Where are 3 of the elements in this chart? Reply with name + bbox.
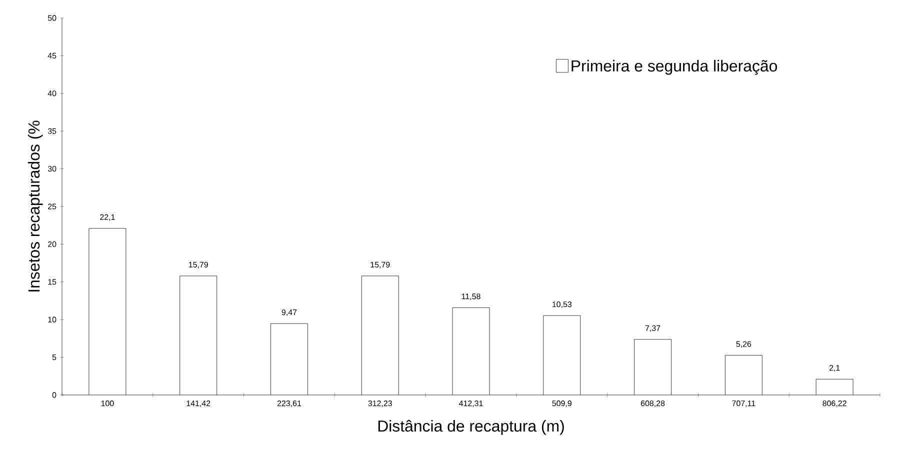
- y-axis-title: Insetos recapturados (%: [28, 120, 43, 292]
- legend-label: Primeira e segunda liberação: [572, 60, 777, 75]
- x-axis-title: Distância de recaptura (m): [378, 420, 564, 435]
